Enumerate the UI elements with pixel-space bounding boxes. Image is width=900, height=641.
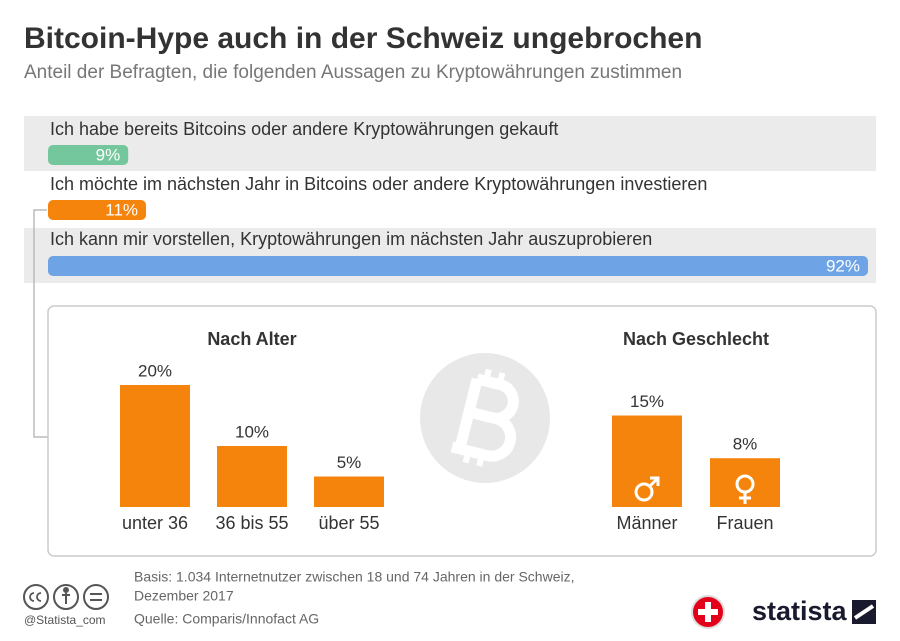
bar	[48, 200, 147, 220]
gender-icon	[634, 476, 660, 502]
category-label: Ich kann mir vorstellen, Kryptowährungen…	[50, 229, 652, 249]
bar	[217, 446, 287, 507]
x-tick-label: über 55	[318, 513, 379, 533]
bar	[314, 476, 384, 507]
value-label: 5%	[337, 453, 362, 472]
male-symbol	[648, 476, 660, 488]
value-label: 20%	[138, 361, 172, 380]
basis: Dezember 2017	[134, 588, 234, 604]
male-symbol	[634, 482, 654, 502]
value-label: 11%	[105, 200, 138, 219]
chart-title: Nach Alter	[207, 329, 296, 349]
handle: @Statista_com	[24, 613, 106, 627]
gender-icon	[735, 474, 755, 504]
x-tick-label: 36 bis 55	[215, 513, 288, 533]
cc-icons	[23, 584, 109, 610]
value-label: 15%	[630, 392, 664, 411]
category-label: Ich habe bereits Bitcoins oder andere Kr…	[50, 119, 558, 139]
x-tick-label: unter 36	[122, 513, 188, 533]
bar	[120, 385, 190, 507]
bitcoin-icon	[420, 353, 550, 483]
connector	[33, 209, 48, 438]
value-label: 9%	[96, 145, 121, 164]
row-band	[24, 116, 876, 171]
chart-title: Nach Geschlecht	[623, 329, 769, 349]
x-tick-label: Männer	[616, 513, 677, 533]
source: Quelle: Comparis/Innofact AG	[134, 611, 319, 627]
title: Bitcoin-Hype auch in der Schweiz ungebro…	[24, 22, 702, 55]
value-label: 10%	[235, 422, 269, 441]
value-label: 92%	[826, 256, 860, 275]
category-label: Ich möchte im nächsten Jahr in Bitcoins …	[50, 174, 707, 194]
bar	[48, 256, 868, 276]
basis: Basis: 1.034 Internetnutzer zwischen 18 …	[134, 569, 574, 585]
bar	[48, 145, 129, 165]
bar	[612, 415, 682, 507]
swiss-flag	[691, 595, 725, 629]
female-symbol	[739, 492, 751, 504]
subtitle: Anteil der Befragten, die folgenden Auss…	[24, 62, 682, 83]
x-tick-label: Frauen	[716, 513, 773, 533]
value-label: 8%	[733, 435, 758, 454]
brand-logo	[852, 600, 876, 624]
brand: statista	[752, 596, 848, 626]
